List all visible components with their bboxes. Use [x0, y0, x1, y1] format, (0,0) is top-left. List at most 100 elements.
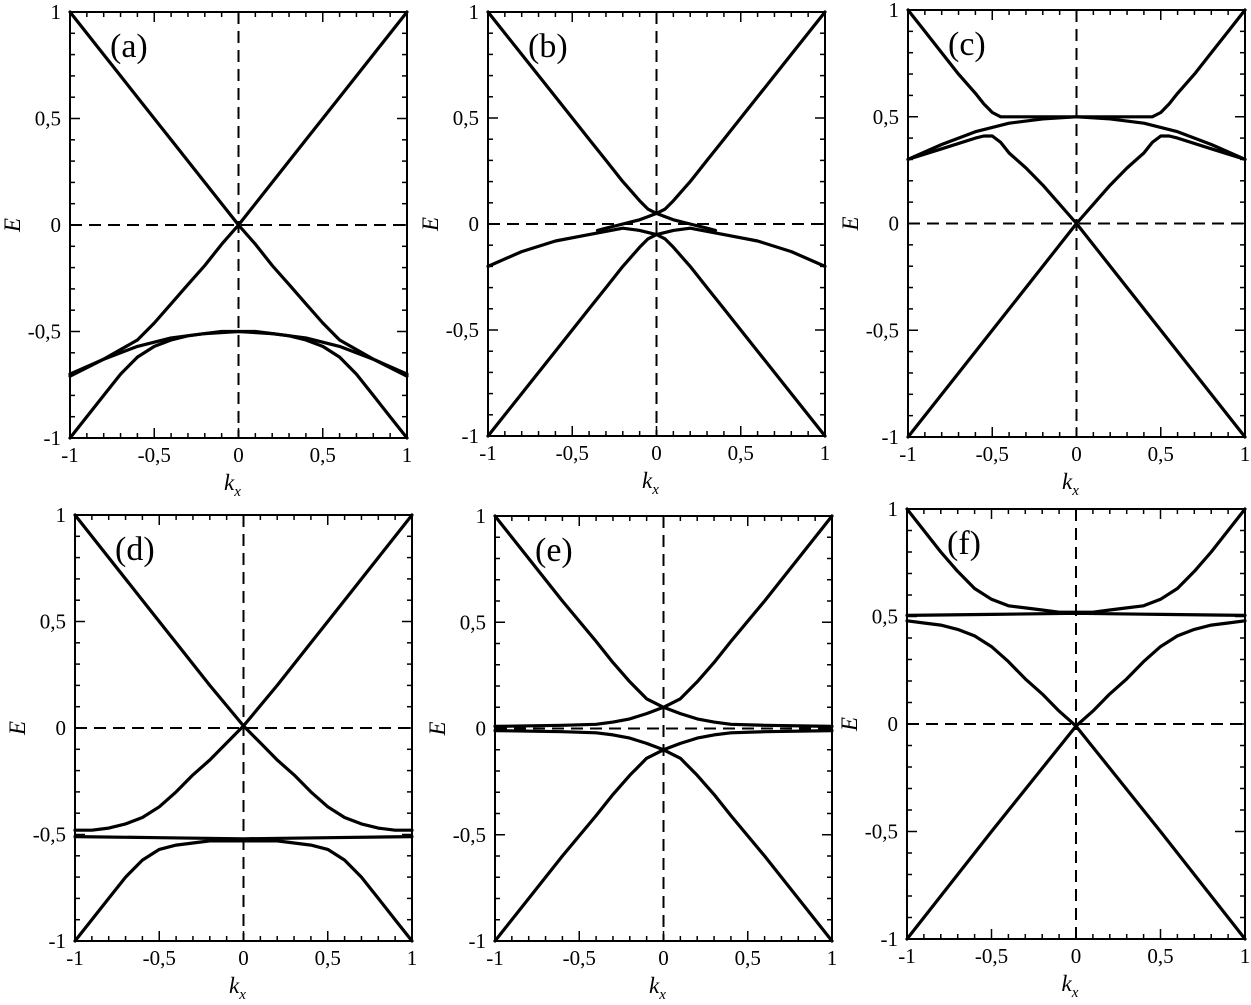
- y-tick-label: 0,5: [453, 106, 479, 130]
- x-tick-label: 1: [820, 441, 831, 465]
- panel-1: -1 -0,5 0 0,5 1 -1 -0,5 0 0,5 1 kx E (a): [0, 0, 412, 500]
- x-tick-label: 1: [827, 946, 838, 970]
- series-3-line: [73, 834, 414, 841]
- series-4-line: [906, 221, 1247, 439]
- x-axis-label-base: k: [649, 973, 660, 998]
- y-tick-label: 1: [56, 503, 67, 527]
- x-tick-label: 0,5: [1148, 442, 1174, 466]
- series-2-line: [905, 611, 1247, 618]
- panel-3: -1 -0,5 0 0,5 1 -1 -0,5 0 0,5 1 kx E (c): [838, 0, 1250, 499]
- x-tick-label: -0,5: [143, 946, 176, 970]
- y-tick-label: -0,5: [866, 318, 899, 342]
- x-tick-label: 0: [238, 946, 249, 970]
- x-tick-label: 0: [651, 441, 662, 465]
- panel-4: -1 -0,5 0 0,5 1 -1 -0,5 0 0,5 1 kx E (d): [5, 503, 417, 1003]
- x-axis-label: kx: [642, 468, 659, 498]
- y-tick-label: -1: [881, 927, 899, 951]
- y-tick-label: 0,5: [35, 107, 61, 131]
- x-axis-label-base: k: [229, 973, 240, 998]
- panel-label: (d): [115, 531, 155, 568]
- x-tick-label: -0,5: [976, 442, 1009, 466]
- y-tick-label: 0,5: [40, 610, 66, 634]
- x-tick-label: 0,5: [728, 441, 754, 465]
- y-tick-label: -0,5: [28, 320, 61, 344]
- y-axis-label: E: [418, 217, 443, 232]
- panel-label: (e): [535, 532, 573, 569]
- y-tick-label: 0: [889, 212, 900, 236]
- x-tick-label: 0: [658, 946, 669, 970]
- y-tick-label: -1: [882, 425, 900, 449]
- y-tick-label: 0: [476, 717, 487, 741]
- x-axis-label-subscript: x: [1071, 483, 1079, 499]
- x-axis-label: kx: [1062, 971, 1079, 1001]
- x-axis-label: kx: [224, 470, 241, 500]
- y-tick-label: 1: [51, 0, 62, 24]
- series-3-line: [595, 211, 718, 232]
- y-tick-label: 0,5: [873, 105, 899, 129]
- y-tick-label: 1: [469, 0, 480, 24]
- y-axis-label: E: [5, 721, 30, 736]
- x-tick-label: 1: [1240, 442, 1251, 466]
- panel-label: (f): [947, 525, 981, 562]
- panel-6: -1 -0,5 0 0,5 1 -1 -0,5 0 0,5 1 kx E (f): [837, 497, 1250, 1001]
- x-tick-label: 0: [1071, 442, 1082, 466]
- x-tick-label: -1: [898, 944, 916, 968]
- y-tick-label: 0: [888, 712, 899, 736]
- x-tick-label: -1: [66, 946, 84, 970]
- series-4-line: [905, 724, 1247, 941]
- series-4-line: [68, 329, 409, 440]
- series-4-line: [73, 839, 414, 943]
- x-axis-label: kx: [229, 973, 246, 1003]
- y-tick-label: 0: [56, 716, 67, 740]
- x-axis-label-subscript: x: [233, 484, 241, 500]
- y-tick-label: 1: [888, 497, 899, 521]
- y-axis-label: E: [837, 717, 862, 732]
- x-tick-label: -1: [899, 442, 917, 466]
- y-tick-label: -0,5: [446, 318, 479, 342]
- y-tick-label: -1: [462, 424, 480, 448]
- x-tick-label: -0,5: [138, 443, 171, 467]
- x-tick-label: 1: [407, 946, 418, 970]
- x-tick-label: -0,5: [563, 946, 596, 970]
- panel-5: -1 -0,5 0 0,5 1 -1 -0,5 0 0,5 1 kx E (e): [425, 504, 837, 1003]
- y-tick-label: -0,5: [33, 823, 66, 847]
- x-tick-label: 1: [402, 443, 413, 467]
- series-2-line: [906, 115, 1247, 161]
- x-tick-label: 0: [233, 443, 244, 467]
- panel-2: -1 -0,5 0 0,5 1 -1 -0,5 0 0,5 1 kx E (b): [418, 0, 830, 498]
- y-axis-label: E: [0, 218, 25, 233]
- x-tick-label: -1: [486, 946, 504, 970]
- x-tick-label: 0: [1071, 944, 1082, 968]
- y-tick-label: 1: [476, 504, 487, 528]
- x-axis-label-base: k: [224, 470, 235, 495]
- y-tick-label: 0: [469, 212, 480, 236]
- panel-label: (c): [948, 26, 986, 63]
- x-tick-label: 0,5: [1147, 944, 1173, 968]
- y-tick-label: 0,5: [872, 605, 898, 629]
- panel-label: (b): [528, 28, 568, 65]
- y-axis-label: E: [838, 216, 863, 231]
- x-tick-label: 0,5: [315, 946, 341, 970]
- x-tick-label: 1: [1240, 944, 1251, 968]
- x-axis-label-subscript: x: [1071, 985, 1079, 1001]
- x-tick-label: -1: [61, 443, 79, 467]
- x-axis-label-subscript: x: [651, 482, 659, 498]
- x-tick-label: -0,5: [556, 441, 589, 465]
- y-tick-label: -1: [44, 426, 62, 450]
- series-4-line: [486, 226, 827, 268]
- x-axis-label-base: k: [1062, 971, 1073, 996]
- x-axis-label: kx: [649, 973, 666, 1003]
- panel-label: (a): [110, 28, 148, 65]
- x-axis-label-base: k: [642, 468, 653, 493]
- y-tick-label: 1: [889, 0, 900, 22]
- y-axis-label: E: [425, 721, 450, 736]
- x-tick-label: -1: [479, 441, 497, 465]
- y-tick-label: 0,5: [460, 610, 486, 634]
- x-tick-label: 0,5: [735, 946, 761, 970]
- series-2-line: [73, 724, 414, 832]
- y-tick-label: -0,5: [865, 820, 898, 844]
- x-axis-label-base: k: [1062, 469, 1073, 494]
- y-tick-label: -1: [469, 929, 487, 953]
- y-tick-label: -0,5: [453, 823, 486, 847]
